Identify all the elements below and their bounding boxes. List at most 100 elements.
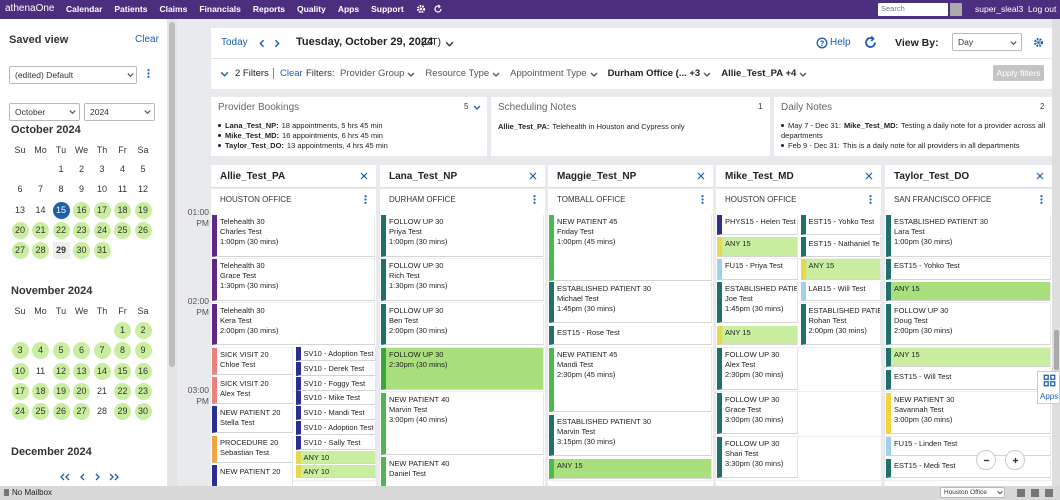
appointment[interactable]: SV10 - Adoption Test [295,421,376,435]
appointment[interactable]: SV10 - Foggy Test [295,377,376,391]
appointment[interactable]: ANY 10 [295,465,376,478]
appointment[interactable]: SV10 - Adoption Test [295,347,376,361]
appointment[interactable]: ANY 15 [800,259,881,280]
kebab-icon[interactable] [865,194,876,205]
calendar-day[interactable]: 22 [52,221,70,239]
search-button[interactable] [950,3,962,16]
filter-dropdown[interactable]: Resource Type [425,68,490,79]
logout[interactable]: Log out [1028,4,1057,14]
clear-view[interactable]: Clear [135,34,159,45]
appointment[interactable]: FOLLOW UP 30 Ben Test 2:00pm (30 mins) [381,304,544,345]
calendar-day[interactable]: 9 [134,342,152,360]
filter-dropdown[interactable]: Durham Office (... +3 [607,68,701,79]
calendar-day[interactable]: 6 [17,184,23,195]
calendar-day[interactable]: 21 [96,385,107,396]
help-link[interactable]: Help [830,37,851,48]
appointment[interactable]: EST15 - Yohko Test [800,215,881,235]
calendar-day[interactable]: 4 [119,164,125,174]
calendar-day[interactable]: 27 [11,242,29,260]
close-icon[interactable] [696,171,706,181]
calendar-day[interactable]: 12 [52,362,70,380]
calendar-day[interactable]: 7 [93,342,111,360]
calendar-day[interactable]: 28 [96,406,107,417]
calendar-day[interactable]: 2 [134,322,152,339]
filter-dropdown[interactable]: Appointment Type [510,68,587,79]
appointment[interactable]: PROCEDURE 20 Sebastian Test [212,436,293,463]
appointment[interactable]: EST15 - Will Test [886,370,1051,390]
appointment[interactable]: Telehealth 30 Kera Test 2:00pm (30 mins) [212,304,375,345]
calendar-day[interactable]: 16 [134,362,152,380]
calendar-day[interactable]: 12 [137,184,148,195]
appointment[interactable]: FOLLOW UP 30 Priya Test 1:00pm (30 mins) [381,215,544,257]
user-name[interactable]: super_sleal3 [975,4,1024,14]
left-icon[interactable] [58,472,68,482]
appointment[interactable]: NEW PATIENT 20 Stella Test [212,406,293,433]
appointment[interactable]: ANY 15 [717,237,798,257]
nav-item[interactable]: Apps [337,4,360,14]
calendar-day[interactable]: 17 [11,382,29,400]
appointment[interactable]: LAB15 - Will Test [800,282,881,301]
calendar-day[interactable]: 23 [134,382,152,400]
appointment[interactable]: PHYS15 - Helen Test [717,215,798,235]
help-icon[interactable] [816,37,828,49]
calendar-day[interactable]: 17 [93,201,111,219]
calendar-day[interactable]: 19 [134,201,152,219]
calendar-day[interactable]: 2 [78,164,84,174]
close-icon[interactable] [528,171,538,181]
appointment[interactable]: FOLLOW UP 30 Shari Test 3:30pm (30 mins) [717,437,798,478]
chev-icon[interactable] [219,68,230,79]
close-icon[interactable] [1035,171,1045,181]
nav-item[interactable]: Calendar [66,4,103,14]
calendar-day[interactable]: 15 [114,362,131,380]
calendar-day[interactable]: 21 [32,221,49,239]
filter-dropdown[interactable]: Allie_Test_PA +4 [721,68,797,79]
view-select[interactable]: Day [952,33,1022,51]
zoom-button[interactable] [976,450,996,470]
calendar-day[interactable]: 24 [11,403,29,421]
left-icon[interactable] [257,38,268,49]
appointment[interactable]: EST15 - Medi Test [886,459,1051,478]
appointment[interactable]: NEW PATIENT 30 Savannah Test 3:00pm (30 mi… [886,393,1051,434]
calendar-day[interactable]: 19 [52,382,70,400]
appointment[interactable]: SICK VISIT 20 Chloe Test [212,348,293,375]
appointment[interactable]: NEW PATIENT 20 [212,465,293,486]
appointment[interactable]: SV10 - Sally Test [295,436,376,450]
right-icon[interactable] [106,472,116,482]
appointment[interactable]: FOLLOW UP 30 2:30pm (30 mins) [381,348,544,390]
calendar-day[interactable]: 28 [32,242,49,260]
appointment[interactable]: SV10 - Mike Test [295,391,376,405]
calendar-day[interactable]: 30 [73,242,90,260]
calendar-day[interactable]: 25 [114,221,131,239]
right-icon[interactable] [111,472,121,482]
calendar-day[interactable]: 25 [32,403,49,421]
kebab-icon[interactable] [529,194,540,205]
calendar-day[interactable]: 14 [35,204,46,215]
calendar-day[interactable]: 27 [73,403,90,421]
calendar-day[interactable]: 7 [37,184,43,195]
appointment[interactable]: ANY 10 [295,451,376,464]
kebab-icon[interactable] [360,194,371,205]
appointment[interactable]: ESTABLISHED PATIENT 30 Marvin Test 3:15pm … [549,415,712,456]
nav-item[interactable]: Financials [199,4,241,14]
refresh-icon[interactable] [433,4,443,14]
apps-tab[interactable]: Apps [1037,371,1060,404]
calendar-day[interactable]: 29 [114,403,131,421]
gear-icon[interactable] [1033,37,1044,48]
appointment[interactable]: NEW PATIENT 45 Friday Test 1:00pm (45 mins… [549,215,712,281]
right-icon[interactable] [92,472,102,482]
appointment[interactable]: NEW PATIENT 45 Mandi Test 2:30pm (45 mins) [549,348,712,412]
calendar-day[interactable]: 15 [52,201,70,219]
appointment[interactable]: ANY 15 [886,282,1051,301]
calendar-day[interactable]: 11 [117,184,128,195]
month-select[interactable]: October [9,103,80,121]
appointment[interactable]: SV10 - Derek Test [295,362,376,376]
chev-icon[interactable] [444,38,455,49]
calendar-day[interactable]: 29 [52,242,70,260]
left-icon[interactable] [78,472,88,482]
calendar-day[interactable]: 6 [73,342,90,360]
nav-item[interactable]: Support [371,4,404,14]
close-icon[interactable] [864,171,874,181]
calendar-day[interactable]: 30 [134,403,152,421]
